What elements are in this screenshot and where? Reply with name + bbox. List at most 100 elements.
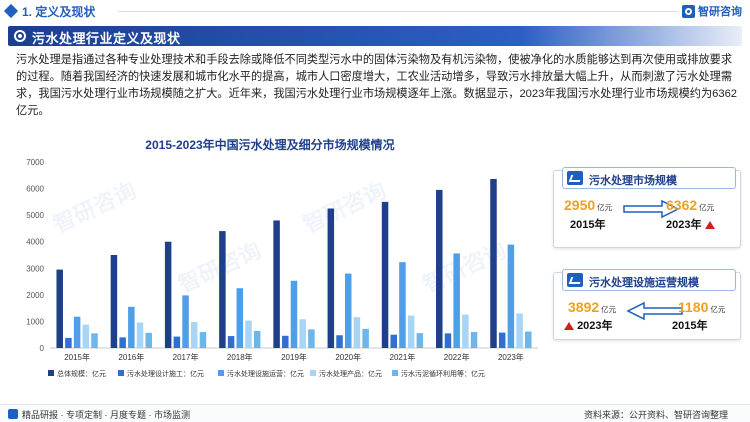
bar (470, 332, 478, 348)
bar (336, 335, 343, 348)
chart-trend-icon (567, 171, 583, 185)
bar (164, 241, 172, 348)
y-tick-label: 0 (40, 344, 45, 353)
market-size-card: 污水处理市场规模 2950 亿元 2015年 6362 亿元 2023年 (553, 167, 741, 248)
chart-title: 2015-2023年中国污水处理及细分市场规模情况 (145, 138, 395, 152)
y-tick-label: 4000 (26, 238, 44, 247)
x-tick-label: 2019年 (281, 352, 307, 362)
bar (407, 315, 415, 348)
footer-services: 精品研报 · 专项定制 · 月度专题 · 市场监测 (22, 410, 190, 420)
legend-swatch (392, 370, 398, 376)
bar (308, 329, 315, 348)
bar (282, 335, 289, 348)
facility-operation-2015-value: 1180 亿元 (678, 299, 726, 315)
bar (119, 337, 126, 348)
y-tick-label: 5000 (26, 211, 44, 220)
bar (381, 201, 389, 348)
right-arrow-icon (623, 199, 680, 219)
legend-label: 污水处理产品：亿元 (319, 369, 382, 378)
brand-logo-text: 智研咨询 (698, 6, 742, 18)
bar (199, 332, 207, 348)
x-tick-label: 2023年 (498, 352, 524, 362)
footer: 精品研报 · 专项定制 · 月度专题 · 市场监测 资料来源：公开资料、智研咨询… (0, 404, 750, 422)
bar (344, 273, 352, 348)
legend-swatch (310, 370, 316, 376)
footer-source: 资料来源：公开资料、智研咨询整理 (583, 410, 728, 420)
x-tick-label: 2021年 (390, 352, 416, 362)
bar (399, 262, 406, 348)
facility-operation-card: 污水处理设施运营规模 3892 亿元 2023年 1180 亿元 2015年 (553, 269, 741, 340)
y-tick-label: 1000 (26, 317, 44, 326)
section-diamond-icon (3, 3, 19, 19)
intro-paragraph: 污水处理是指通过各种专业处理技术和手段去除或降低不同类型污水中的固体污染物及有机… (16, 54, 738, 117)
bar (299, 319, 306, 348)
bar (236, 288, 244, 348)
bar (290, 280, 298, 348)
bar (145, 332, 152, 348)
y-tick-label: 3000 (26, 264, 44, 273)
chart-trend-icon (567, 273, 583, 287)
legend-swatch (48, 370, 54, 376)
legend-label: 污水污泥循环利用等：亿元 (401, 369, 485, 378)
bar (516, 313, 523, 348)
bar (498, 332, 506, 348)
x-tick-label: 2020年 (335, 352, 361, 362)
legend-label: 总体规模：亿元 (57, 369, 106, 378)
legend-label: 污水处理设计施工：亿元 (127, 369, 204, 378)
bar (436, 189, 443, 348)
bar (416, 333, 424, 348)
bar (110, 255, 118, 348)
bar (65, 337, 72, 348)
y-tick-label: 6000 (26, 185, 44, 194)
bar (128, 306, 135, 348)
bar (353, 317, 361, 348)
bar (490, 178, 497, 348)
bar (245, 320, 252, 348)
facility-operation-card-header: 污水处理设施运营规模 (562, 269, 736, 291)
section-header: 1. 定义及现状 智研咨询 (0, 0, 750, 22)
x-tick-label: 2016年 (118, 352, 144, 362)
bar-chart: 0 1000 2000 3000 4000 5000 6000 7000 2015年 2016年 2… (26, 158, 538, 378)
x-tick-label: 2018年 (227, 352, 253, 362)
bar (525, 331, 532, 348)
bar (182, 295, 189, 348)
title-banner: 污水处理行业定义及现状 (8, 26, 742, 46)
increase-arrow-icon (564, 322, 574, 331)
bar (507, 244, 515, 348)
x-tick-label: 2022年 (444, 352, 470, 362)
y-tick-label: 2000 (26, 291, 44, 300)
banner-target-icon (14, 30, 26, 42)
bar (191, 321, 198, 348)
facility-operation-card-title: 污水处理设施运营规模 (589, 277, 699, 289)
legend-swatch (218, 370, 224, 376)
report-icon (8, 409, 18, 419)
left-arrow-icon (626, 301, 683, 321)
bar (327, 208, 335, 348)
section-title: 1. 定义及现状 (22, 5, 96, 19)
bar (56, 269, 63, 348)
bar (173, 336, 181, 348)
bar (453, 253, 460, 348)
market-size-2015-year: 2015年 (570, 219, 606, 231)
y-tick-label: 7000 (26, 158, 44, 167)
legend-label: 污水处理设施运营：亿元 (227, 369, 304, 378)
bar (462, 314, 469, 348)
bar (136, 322, 144, 348)
bar (390, 334, 397, 348)
bar (82, 324, 90, 348)
market-size-2015-value: 2950 亿元 (564, 197, 613, 213)
bar (273, 220, 280, 348)
facility-operation-2023-year: 2023年 (564, 317, 613, 333)
bar (73, 316, 81, 348)
bar (91, 333, 98, 348)
bar (253, 330, 261, 348)
banner-title: 污水处理行业定义及现状 (32, 31, 181, 46)
bar (362, 328, 369, 348)
brand-logo: 智研咨询 (682, 3, 742, 19)
bar (444, 333, 452, 348)
market-size-card-title: 污水处理市场规模 (589, 175, 677, 187)
market-size-2023-year: 2023年 (666, 216, 715, 232)
brand-logo-icon (682, 4, 695, 18)
facility-operation-2015-year: 2015年 (672, 320, 708, 332)
bar (227, 336, 235, 348)
